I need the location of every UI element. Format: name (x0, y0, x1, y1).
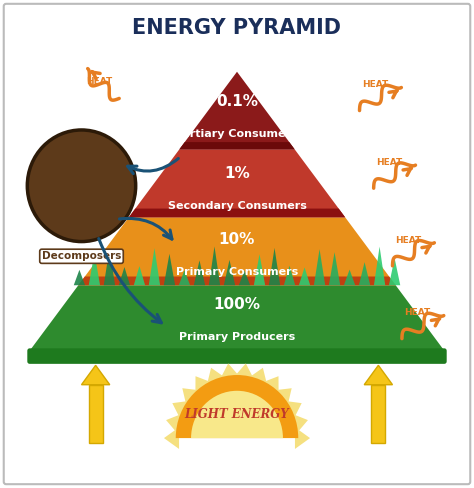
Polygon shape (209, 246, 220, 285)
Polygon shape (82, 366, 110, 385)
Bar (89, 385, 103, 443)
Polygon shape (314, 249, 325, 285)
Polygon shape (119, 267, 130, 285)
Text: Tertiary Consumers: Tertiary Consumers (176, 129, 298, 140)
Text: HEAT: HEAT (395, 236, 421, 244)
Polygon shape (179, 142, 295, 149)
Polygon shape (129, 208, 345, 217)
Text: HEAT: HEAT (362, 80, 388, 89)
FancyBboxPatch shape (4, 4, 470, 484)
Polygon shape (89, 253, 100, 285)
Polygon shape (284, 265, 295, 285)
Polygon shape (78, 217, 396, 285)
Polygon shape (134, 266, 145, 285)
Text: 1%: 1% (224, 166, 250, 181)
Polygon shape (164, 427, 179, 449)
Polygon shape (329, 252, 340, 285)
Polygon shape (295, 427, 310, 449)
Polygon shape (129, 149, 345, 217)
Text: ENERGY PYRAMID: ENERGY PYRAMID (133, 18, 341, 38)
Polygon shape (273, 388, 292, 407)
Polygon shape (173, 401, 191, 420)
Text: 100%: 100% (213, 297, 261, 312)
Polygon shape (179, 270, 190, 285)
Polygon shape (182, 388, 201, 407)
Polygon shape (166, 413, 183, 434)
Polygon shape (283, 401, 301, 420)
Text: 10%: 10% (219, 232, 255, 246)
Wedge shape (176, 375, 298, 438)
Text: LIGHT ENERGY: LIGHT ENERGY (185, 407, 289, 421)
Polygon shape (74, 270, 85, 285)
Polygon shape (291, 413, 308, 434)
FancyBboxPatch shape (27, 348, 447, 364)
Text: HEAT: HEAT (404, 308, 430, 317)
Polygon shape (254, 254, 265, 285)
Polygon shape (344, 269, 355, 285)
Text: 0.1%: 0.1% (216, 94, 258, 109)
Polygon shape (389, 258, 400, 285)
Text: Decomposers: Decomposers (42, 251, 121, 261)
Circle shape (27, 130, 136, 242)
Polygon shape (219, 364, 240, 380)
Polygon shape (195, 376, 213, 395)
Polygon shape (239, 270, 250, 285)
Polygon shape (179, 72, 295, 149)
Polygon shape (359, 262, 370, 285)
Polygon shape (299, 267, 310, 285)
Polygon shape (194, 261, 205, 285)
Polygon shape (261, 376, 279, 395)
Polygon shape (234, 364, 255, 380)
Text: HEAT: HEAT (86, 77, 112, 86)
Polygon shape (149, 248, 160, 285)
Polygon shape (207, 368, 226, 386)
Polygon shape (78, 277, 396, 285)
Polygon shape (104, 249, 115, 285)
Bar (371, 385, 385, 443)
Polygon shape (364, 366, 392, 385)
Text: Primary Consumers: Primary Consumers (176, 266, 298, 277)
Polygon shape (30, 285, 444, 351)
Polygon shape (374, 246, 385, 285)
Polygon shape (269, 248, 280, 285)
Polygon shape (164, 254, 175, 285)
Text: Secondary Consumers: Secondary Consumers (168, 201, 306, 211)
Polygon shape (248, 368, 267, 386)
Text: HEAT: HEAT (376, 158, 402, 167)
Text: Primary Producers: Primary Producers (179, 332, 295, 342)
Polygon shape (224, 260, 235, 285)
Wedge shape (191, 391, 283, 438)
